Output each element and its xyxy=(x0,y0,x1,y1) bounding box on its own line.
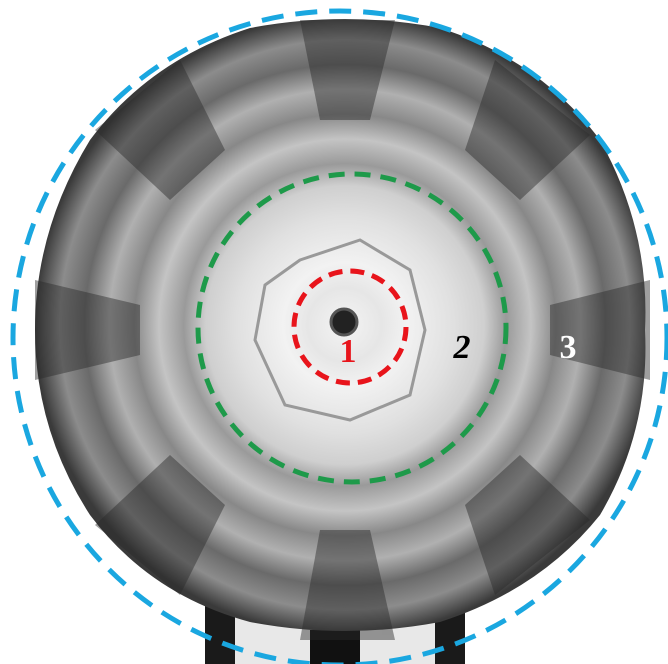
zone-label: 2 xyxy=(453,329,471,366)
annotated-photo: 1 2 3 xyxy=(0,0,668,664)
zone-label: 3 xyxy=(560,329,577,366)
center-hole xyxy=(331,309,357,335)
zone-label: 1 xyxy=(340,333,357,370)
